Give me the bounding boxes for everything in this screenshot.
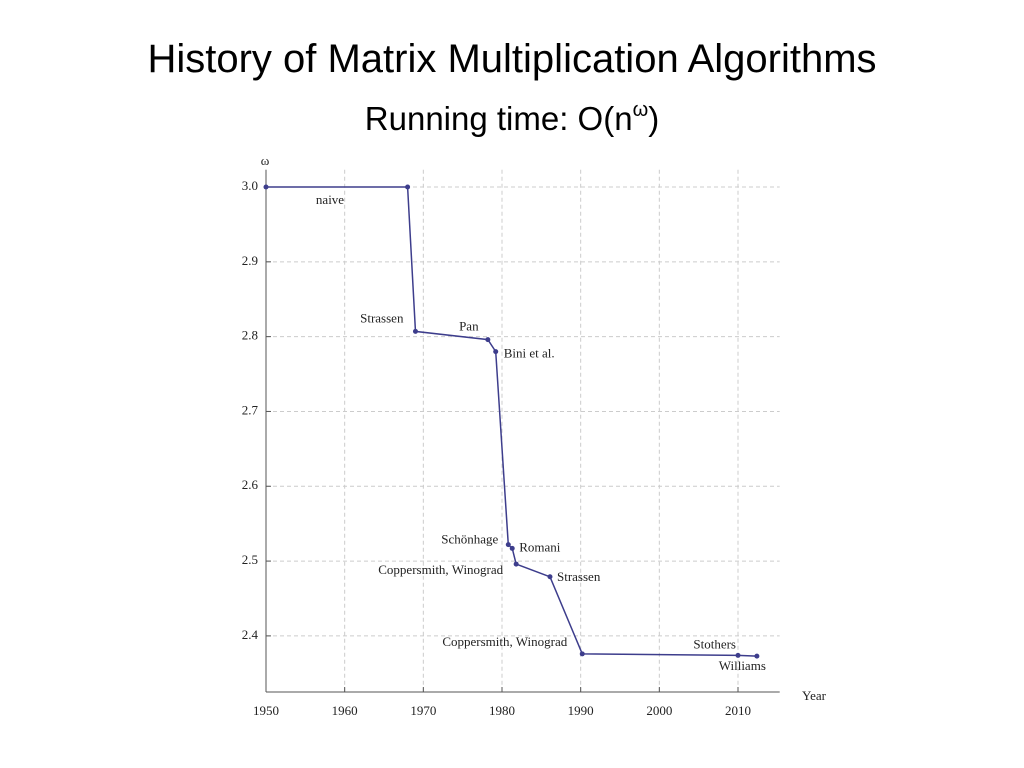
data-point [547, 574, 553, 580]
point-label: Romani [519, 539, 561, 554]
point-label: Strassen [557, 569, 601, 584]
point-label: Strassen [360, 310, 404, 325]
data-line [266, 186, 757, 657]
data-point [579, 651, 585, 657]
x-tick-label: 1960 [332, 703, 358, 718]
point-label: naive [316, 192, 344, 207]
data-point [735, 652, 741, 658]
y-tick-label: 3.0 [242, 178, 258, 193]
x-axis-label: Year [802, 688, 827, 703]
y-tick-label: 2.5 [242, 552, 258, 567]
x-tick-label: 1980 [489, 703, 515, 718]
y-tick-label: 2.4 [242, 627, 259, 642]
data-point [405, 184, 411, 190]
point-label: Coppersmith, Winograd [378, 562, 503, 577]
data-point [412, 328, 418, 334]
data-point [485, 337, 491, 343]
point-label: Coppersmith, Winograd [442, 634, 567, 649]
slide-title: History of Matrix Multiplication Algorit… [147, 37, 876, 81]
subtitle-text: Running time: O(n [365, 100, 633, 137]
data-point [263, 184, 269, 190]
subtitle-superscript: ω [633, 99, 649, 121]
x-tick-label: 1950 [253, 703, 279, 718]
y-tick-label: 2.7 [242, 402, 259, 417]
data-point [509, 545, 515, 551]
point-label: Stothers [693, 636, 736, 651]
x-tick-label: 1970 [410, 703, 436, 718]
y-tick-label: 2.6 [242, 477, 259, 492]
x-tick-label: 2000 [646, 703, 672, 718]
point-label: Williams [719, 658, 766, 673]
x-tick-label: 2010 [725, 703, 751, 718]
y-tick-label: 2.9 [242, 253, 258, 268]
data-point [754, 653, 760, 659]
slide-subtitle: Running time: O(nω) [365, 99, 659, 137]
point-label: Schönhage [441, 532, 498, 547]
data-point [493, 349, 499, 355]
subtitle-close: ) [648, 100, 659, 137]
data-point [505, 542, 511, 548]
y-axis-label: ω [261, 153, 270, 168]
y-tick-label: 2.8 [242, 328, 258, 343]
point-label: Pan [459, 319, 479, 334]
x-tick-label: 1990 [568, 703, 594, 718]
point-label: Bini et al. [504, 346, 555, 361]
data-point [513, 561, 519, 567]
